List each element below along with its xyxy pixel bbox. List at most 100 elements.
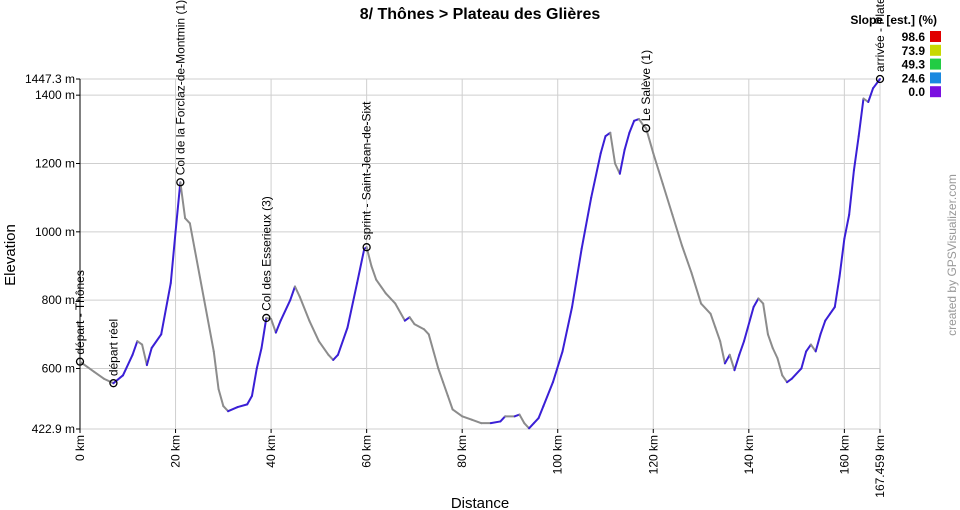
profile-segment <box>375 278 387 295</box>
profile-segment <box>532 417 540 425</box>
profile-segment <box>599 135 607 155</box>
profile-segment <box>528 422 535 430</box>
profile-segment <box>260 316 268 349</box>
y-axis-title: Elevation <box>2 224 19 286</box>
profile-segment <box>824 312 832 322</box>
waypoint <box>362 243 371 252</box>
x-axis-title: Distance <box>451 495 509 510</box>
profile-segment <box>169 230 177 285</box>
profile-segment <box>805 343 812 353</box>
profile-segment <box>145 346 153 367</box>
profile-segment <box>618 148 626 175</box>
profile-segment <box>102 377 115 385</box>
legend-label: 49.3 <box>902 58 926 72</box>
profile-segment <box>762 302 769 336</box>
profile-segment <box>652 152 664 185</box>
profile-segment <box>217 387 225 408</box>
x-tick-label: 0 km <box>73 435 87 461</box>
profile-segment <box>781 374 789 384</box>
legend-swatch <box>930 86 941 98</box>
profile-segment <box>446 394 454 411</box>
profile-segment <box>738 340 746 356</box>
x-tick-label: 60 km <box>360 435 374 468</box>
legend-label: 73.9 <box>902 44 926 58</box>
profile-segment <box>728 353 736 372</box>
profile-segment <box>317 340 330 356</box>
waypoint <box>262 313 271 323</box>
profile-segment <box>356 247 366 285</box>
profile-segment <box>298 295 311 322</box>
profile-segment <box>700 302 712 315</box>
profile-segment <box>609 131 617 165</box>
profile-segment <box>561 305 574 353</box>
profile-segment <box>838 237 846 278</box>
profile-segment <box>470 418 483 425</box>
profile-segment <box>274 319 282 334</box>
profile-segment <box>370 264 378 281</box>
waypoint-label: départ - Thônes <box>73 270 87 355</box>
x-tick-label: 120 km <box>646 435 660 474</box>
legend-swatch <box>930 58 941 70</box>
profile-segment <box>709 312 717 329</box>
y-tick-label: 800 m <box>42 293 75 307</box>
profile-segment <box>723 353 731 365</box>
y-tick-label: 1400 m <box>35 88 75 102</box>
profile-segment <box>752 297 760 308</box>
profile-segment <box>489 420 502 425</box>
waypoint <box>875 74 885 84</box>
waypoint <box>109 379 118 388</box>
profile-segment <box>193 247 206 302</box>
profile-segment <box>461 415 473 421</box>
legend-swatch <box>930 72 941 84</box>
x-tick-label: 80 km <box>455 435 469 468</box>
profile-segment <box>857 97 865 138</box>
legend-swatch <box>930 31 941 42</box>
profile-segment <box>628 119 636 134</box>
profile-segment <box>437 367 445 384</box>
waypoint-label: Le Salève (1) <box>639 50 653 121</box>
profile-segment <box>408 316 416 326</box>
waypoint <box>75 357 85 366</box>
profile-segment <box>179 181 187 220</box>
profile-segment <box>800 350 808 370</box>
profile-segment <box>327 353 335 361</box>
profile-segment <box>680 244 693 274</box>
legend-label: 98.6 <box>902 30 926 44</box>
profile-segment <box>661 182 674 216</box>
profile-segment <box>719 340 726 365</box>
x-tick-label: 20 km <box>169 435 183 468</box>
legend-label: 0.0 <box>908 85 925 99</box>
profile-segment <box>121 353 134 377</box>
y-tick-label: 1447.3 m <box>25 72 75 86</box>
profile-segment <box>131 340 139 356</box>
x-tick-label: 140 km <box>742 435 756 474</box>
profile-segment <box>829 305 836 315</box>
legend-title: Slope [est.] (%) <box>850 13 937 27</box>
waypoint-label: départ réel <box>106 319 120 376</box>
profile-segment <box>671 213 683 247</box>
y-tick-label: 422.9 m <box>32 422 75 436</box>
profile-segment <box>571 247 583 308</box>
profile-segment <box>203 299 215 353</box>
profile-segment <box>771 346 779 360</box>
waypoint <box>641 124 651 133</box>
x-tick-label: 160 km <box>837 435 851 474</box>
profile-segment <box>790 367 803 380</box>
profile-segment <box>523 422 531 430</box>
profile-segment <box>690 271 703 305</box>
waypoint-label: Col des Esserieux (3) <box>259 196 273 311</box>
profile-segment <box>336 326 349 356</box>
profile-segment <box>645 127 655 155</box>
legend-swatch <box>930 44 941 56</box>
profile-segment <box>160 282 172 336</box>
profile-segment <box>270 317 277 334</box>
profile-segment <box>346 282 359 329</box>
profile-segment <box>227 406 239 413</box>
profile-segment <box>250 367 258 397</box>
profile-segment <box>236 403 249 409</box>
profile-segment <box>766 333 774 349</box>
profile-segment <box>819 319 827 336</box>
profile-segment <box>843 213 851 240</box>
profile-segment <box>422 328 430 336</box>
